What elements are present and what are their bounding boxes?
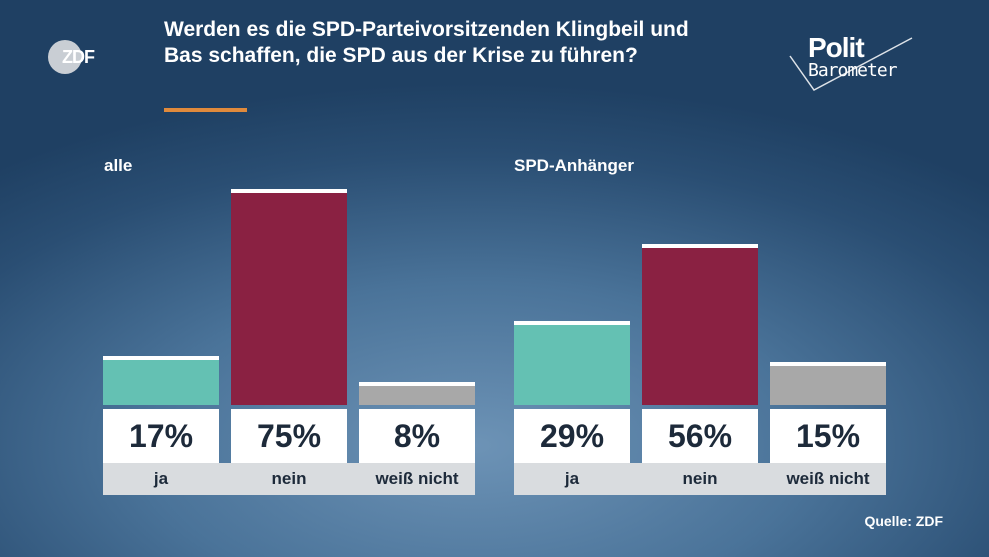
- category-label-spd-anhaenger-weiss-nicht: weiß nicht: [786, 469, 870, 488]
- bar-alle-ja: [103, 356, 219, 405]
- panel-title-spd-anhaenger: SPD-Anhänger: [514, 156, 634, 175]
- bar-spd-anhaenger-weiss-nicht: [770, 361, 886, 405]
- value-label-spd-anhaenger-weiss-nicht: 15%: [770, 409, 886, 463]
- bar-spd-anhaenger-nein: [642, 243, 758, 405]
- zdf-logo-circle: [48, 40, 82, 74]
- value-label-spd-anhaenger-nein: 56%: [642, 409, 758, 463]
- source-note: Quelle: ZDF: [864, 513, 943, 529]
- politbarometer-logo-line1: Polit: [808, 32, 865, 63]
- bar-alle-weiss-nicht: [359, 381, 475, 405]
- category-label-alle-weiss-nicht: weiß nicht: [375, 469, 459, 488]
- panel-title-alle: alle: [104, 156, 133, 175]
- politbarometer-logo-line2: Barometer: [808, 60, 898, 81]
- value-label-alle-nein: 75%: [231, 409, 347, 463]
- bar-alle-nein: [231, 189, 347, 405]
- category-label-alle-ja: ja: [153, 469, 169, 488]
- category-label-spd-anhaenger-ja: ja: [564, 469, 580, 488]
- category-label-alle-nein: nein: [271, 469, 307, 488]
- title-accent-underline: [164, 108, 247, 112]
- zdf-logo: ZDF: [48, 40, 112, 74]
- politbarometer-logo: Polit Barometer: [786, 30, 916, 94]
- politbarometer-check-icon: [789, 37, 913, 91]
- value-label-alle-ja: 17%: [103, 409, 219, 463]
- zdf-logo-text: ZDF: [62, 47, 95, 67]
- category-strip-alle: [103, 463, 475, 495]
- bar-spd-anhaenger-ja: [514, 321, 630, 405]
- chart-question-title: Werden es die SPD-Parteivorsitzenden Kli…: [164, 18, 689, 67]
- category-label-spd-anhaenger-nein: nein: [682, 469, 718, 488]
- value-label-alle-weiss-nicht: 8%: [359, 409, 475, 463]
- category-strip-spd-anhaenger: [514, 463, 886, 495]
- value-label-spd-anhaenger-ja: 29%: [514, 409, 630, 463]
